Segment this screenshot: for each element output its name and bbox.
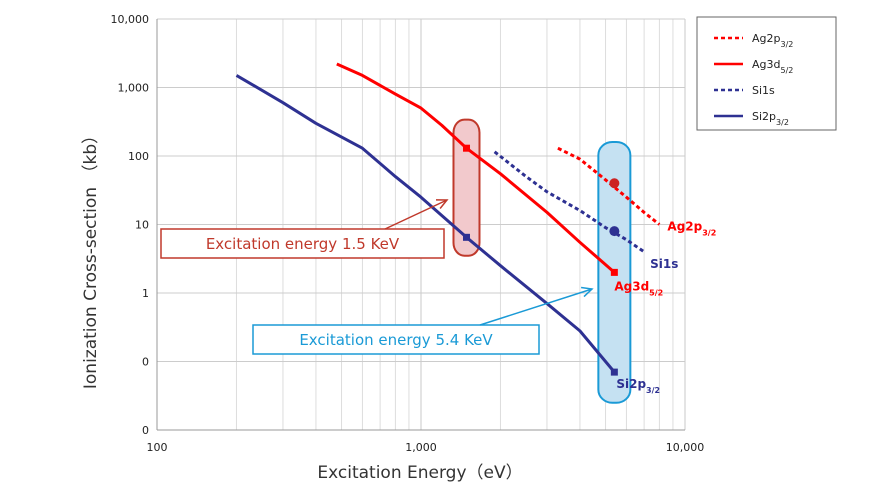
legend-label-si2p: Si2p3/2 [752,110,789,127]
y-tick-label: 10 [135,219,149,232]
end-label-ag3d: Ag3d5/2 [614,279,663,297]
series-line-ag3d [336,62,616,274]
callout-text-soft: Excitation energy 1.5 KeV [206,235,400,253]
arrow-head-hard [580,286,594,298]
data-point [462,233,470,241]
x-tick-label: 10,000 [666,441,705,454]
data-point [609,178,620,189]
data-point [462,144,470,152]
legend-label-si1s: Si1s [752,84,775,97]
end-label-si1s: Si1s [650,257,678,271]
y-tick-label: 1,000 [118,82,150,95]
x-axis-title: Excitation Energy（eV） [317,463,522,483]
series-line-ag2p [557,146,661,226]
legend-label-ag3d: Ag3d5/2 [752,58,793,75]
data-point [609,226,620,237]
callout-box-soft [160,228,445,259]
y-tick-label: 100 [128,150,149,163]
annotation-callouts: Excitation energy 1.5 KeV Excitation ener… [160,199,594,355]
legend-box [696,16,837,131]
y-tick-label: 0 [142,356,149,369]
series-lines [235,62,661,374]
arrow-head-soft [435,199,449,209]
data-point [610,268,618,276]
legend: Ag2p3/2 Ag3d5/2 Si1s Si2p3/2 [696,16,837,131]
callout-text-hard: Excitation energy 5.4 KeV [299,331,493,349]
callout-box-hard [252,324,540,355]
data-point [610,368,618,376]
x-tick-label: 1,000 [405,441,437,454]
series-line-si2p [235,74,616,374]
y-axis-title: Ionization Cross-section （kb） [81,127,101,389]
end-label-ag2p: Ag2p3/2 [667,220,716,238]
legend-label-ag2p: Ag2p3/2 [752,32,793,49]
x-tick-label: 100 [147,441,168,454]
y-tick-label: 1 [142,287,149,300]
arrow-line-hard [479,288,593,326]
y-tick-label: 0 [142,424,149,437]
end-label-si2p: Si2p3/2 [616,377,660,395]
data-markers [462,144,620,376]
series-end-labels: Ag2p3/2 Si1s Ag3d5/2 Si2p3/2 [614,220,716,395]
arrow-line-soft [384,199,448,230]
y-tick-label: 10,000 [111,13,150,26]
